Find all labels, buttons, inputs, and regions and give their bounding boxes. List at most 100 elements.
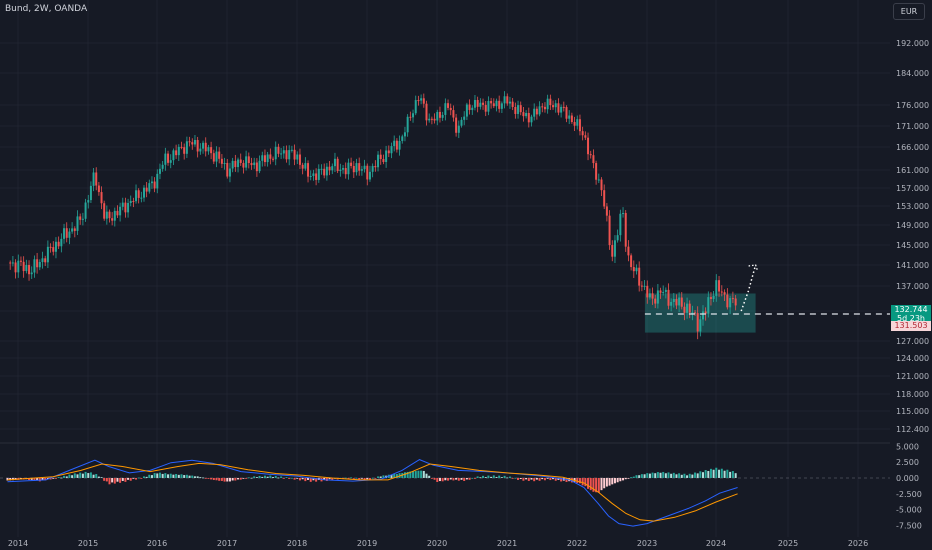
histogram-bar: [92, 474, 95, 478]
candle-body: [253, 162, 256, 166]
histogram-bar: [438, 477, 441, 482]
candle-body: [605, 206, 608, 216]
candle-body: [288, 150, 291, 160]
candle-body: [193, 140, 196, 145]
histogram-bar: [46, 477, 49, 480]
time-axis[interactable]: 2014 2015 2016 2017 2018 2019 2020 2021 2022 2023…: [8, 539, 868, 548]
histogram-bar: [479, 477, 482, 479]
candle-body: [336, 158, 339, 172]
candle-body: [223, 162, 226, 164]
histogram-bar: [441, 477, 444, 482]
histogram-bar: [455, 477, 458, 480]
candle-body: [14, 262, 17, 273]
price-tick-label: 145.000: [896, 241, 929, 250]
candle-body: [482, 102, 485, 105]
histogram-bar: [476, 476, 479, 478]
histogram-bar: [355, 477, 358, 479]
histogram-bar: [331, 477, 334, 481]
histogram-bar: [492, 475, 495, 478]
histogram-bar: [6, 477, 9, 481]
candle-body: [506, 96, 509, 104]
candle-body: [420, 98, 423, 101]
candle-body: [433, 118, 436, 121]
histogram-bar: [412, 471, 415, 478]
candle-body: [409, 116, 412, 118]
histogram-bar: [460, 477, 463, 480]
candle-body: [608, 215, 611, 246]
histogram-bar: [616, 477, 619, 483]
histogram-bar: [188, 475, 191, 478]
candle-body: [342, 168, 345, 170]
histogram-bar: [699, 471, 702, 478]
candle-body: [228, 168, 231, 177]
candle-body: [718, 280, 721, 292]
candle-body: [709, 297, 712, 299]
price-tick-label: 137.000: [896, 282, 929, 291]
currency-button[interactable]: EUR: [893, 3, 925, 20]
candle-body: [683, 306, 686, 313]
price-tick-label: 166.000: [896, 143, 929, 152]
candle-body: [207, 147, 210, 152]
histogram-bar: [519, 477, 522, 480]
candle-body: [137, 190, 140, 198]
candle-body: [656, 290, 659, 304]
candle-body: [358, 163, 361, 171]
histogram-bar: [309, 477, 312, 482]
price-axis[interactable]: 192.000 184.000 176.000 171.000 166.000 161.0…: [896, 39, 929, 434]
histogram-bar: [231, 477, 234, 481]
candle-body: [71, 228, 74, 232]
candle-body: [495, 100, 498, 107]
histogram-bar: [675, 474, 678, 478]
candle-body: [487, 101, 490, 112]
candle-body: [576, 119, 579, 126]
candle-body: [250, 163, 253, 166]
candle-body: [127, 203, 130, 213]
candle-body: [511, 101, 514, 107]
histogram-bar: [670, 473, 673, 478]
macd-tick-label: 2.500: [896, 458, 919, 467]
candle-body: [508, 101, 511, 104]
histogram-bar: [611, 477, 614, 485]
candle-body: [44, 258, 47, 263]
histogram-bar: [116, 477, 119, 482]
histogram-bar: [734, 473, 737, 478]
price-tick-label: 124.000: [896, 354, 929, 363]
candle-body: [28, 264, 31, 275]
histogram-bar: [363, 477, 366, 481]
histogram-bar: [414, 471, 417, 478]
candle-body: [363, 165, 366, 170]
histogram-bar: [608, 477, 611, 486]
histogram-bar: [726, 469, 729, 478]
candle-body: [63, 228, 66, 239]
price-tick-label: 157.000: [896, 184, 929, 193]
histogram-bar: [409, 471, 412, 478]
macd-axis[interactable]: 5.000 2.500 0.000 -2.500 -5.000 -7.500: [896, 442, 922, 530]
candle-body: [417, 100, 420, 102]
candle-body: [463, 116, 466, 120]
candle-body: [9, 262, 12, 264]
candle-body: [255, 162, 258, 172]
candle-body: [401, 136, 404, 141]
histogram-bar: [328, 477, 331, 480]
candle-body: [731, 298, 734, 300]
candle-body: [49, 246, 52, 248]
candle-body: [468, 104, 471, 111]
candle-body: [237, 159, 240, 168]
candle-body: [720, 291, 723, 293]
histogram-bar: [530, 477, 533, 480]
candle-body: [135, 190, 138, 202]
candle-body: [562, 106, 565, 108]
histogram-bar: [137, 477, 140, 479]
histogram-bar: [578, 477, 581, 484]
histogram-bar: [511, 477, 514, 479]
candle-body: [333, 158, 336, 167]
histogram-bar: [473, 477, 476, 479]
histogram-bar: [169, 473, 172, 478]
candle-body: [688, 303, 691, 313]
histogram-bar: [622, 477, 625, 481]
candle-body: [92, 172, 95, 186]
candle-body: [670, 301, 673, 306]
histogram-bar: [234, 477, 237, 481]
candle-body: [578, 119, 581, 132]
